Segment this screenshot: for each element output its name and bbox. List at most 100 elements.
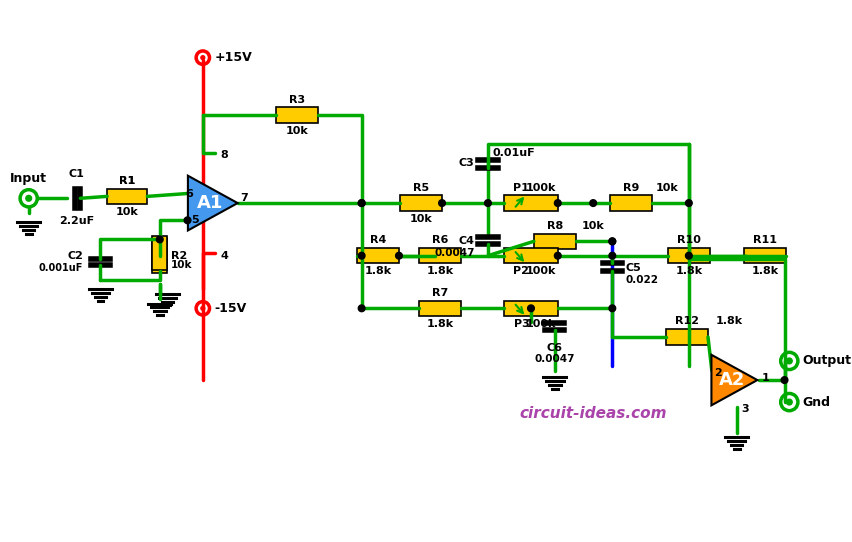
Text: 0.0047: 0.0047	[535, 354, 575, 364]
FancyBboxPatch shape	[419, 248, 461, 263]
Circle shape	[439, 199, 446, 207]
FancyBboxPatch shape	[745, 248, 786, 263]
Polygon shape	[188, 176, 238, 230]
Circle shape	[555, 253, 561, 259]
Circle shape	[609, 238, 616, 244]
FancyBboxPatch shape	[668, 248, 710, 263]
Text: -15V: -15V	[215, 302, 246, 315]
Text: 1.8k: 1.8k	[676, 266, 702, 276]
Text: 1.8k: 1.8k	[365, 266, 391, 276]
Circle shape	[527, 305, 534, 312]
Text: P1: P1	[514, 183, 529, 192]
Text: R8: R8	[547, 221, 563, 231]
FancyBboxPatch shape	[107, 189, 147, 204]
Text: Input: Input	[10, 172, 47, 185]
Circle shape	[184, 217, 191, 224]
Circle shape	[26, 196, 32, 201]
Circle shape	[359, 305, 365, 312]
Text: 100k: 100k	[526, 319, 556, 329]
Text: R4: R4	[370, 235, 386, 245]
Text: A2: A2	[719, 371, 746, 389]
FancyBboxPatch shape	[504, 301, 558, 316]
FancyBboxPatch shape	[666, 330, 708, 345]
Text: 3: 3	[741, 404, 749, 414]
Text: circuit-ideas.com: circuit-ideas.com	[520, 406, 667, 421]
Text: 10k: 10k	[285, 126, 308, 136]
Circle shape	[590, 199, 596, 207]
Circle shape	[395, 253, 402, 259]
Circle shape	[359, 253, 365, 259]
Text: 10k: 10k	[171, 260, 193, 270]
Text: 8: 8	[220, 150, 227, 160]
Circle shape	[609, 253, 616, 259]
Text: 0.022: 0.022	[625, 275, 659, 285]
Circle shape	[686, 253, 692, 259]
Text: 100k: 100k	[526, 183, 556, 192]
Text: R11: R11	[753, 235, 777, 245]
Text: 1.8k: 1.8k	[427, 266, 453, 276]
Polygon shape	[711, 355, 757, 405]
FancyBboxPatch shape	[153, 236, 168, 270]
FancyBboxPatch shape	[610, 196, 653, 211]
Circle shape	[786, 399, 792, 405]
Text: C3: C3	[458, 158, 475, 168]
Circle shape	[359, 199, 365, 207]
Text: R12: R12	[675, 317, 699, 326]
Text: 10k: 10k	[582, 221, 604, 231]
Text: C1: C1	[69, 169, 84, 179]
Circle shape	[609, 305, 616, 312]
Text: Output: Output	[803, 354, 852, 367]
Text: 2.2uF: 2.2uF	[59, 216, 94, 225]
Circle shape	[201, 306, 204, 310]
Text: C4: C4	[458, 236, 475, 247]
Text: C2: C2	[67, 251, 83, 261]
Text: 6: 6	[186, 189, 193, 199]
Circle shape	[201, 56, 204, 60]
Circle shape	[485, 199, 492, 207]
Text: A1: A1	[198, 194, 224, 212]
Text: 100k: 100k	[526, 266, 556, 276]
Text: R3: R3	[289, 94, 305, 105]
Text: 1.8k: 1.8k	[716, 317, 743, 326]
Text: C6: C6	[547, 343, 563, 353]
FancyBboxPatch shape	[419, 301, 461, 316]
Circle shape	[609, 238, 616, 244]
Text: 0.001uF: 0.001uF	[39, 263, 83, 273]
Text: 1.8k: 1.8k	[751, 266, 779, 276]
FancyBboxPatch shape	[400, 196, 442, 211]
FancyBboxPatch shape	[504, 196, 558, 211]
FancyBboxPatch shape	[275, 107, 318, 122]
Text: R1: R1	[119, 176, 135, 186]
Text: R7: R7	[432, 288, 448, 298]
Text: C5: C5	[625, 263, 642, 273]
FancyBboxPatch shape	[504, 248, 558, 263]
Text: 5: 5	[192, 215, 199, 225]
Text: 10k: 10k	[410, 214, 432, 224]
Text: R5: R5	[413, 183, 429, 192]
Text: 2: 2	[714, 367, 722, 378]
Text: Gnd: Gnd	[803, 396, 831, 409]
FancyBboxPatch shape	[357, 248, 399, 263]
Text: 7: 7	[240, 193, 248, 203]
Text: P2: P2	[514, 266, 529, 276]
Text: R2: R2	[171, 251, 187, 261]
Text: 1.8k: 1.8k	[427, 319, 453, 329]
Circle shape	[359, 199, 365, 207]
Text: P3: P3	[514, 319, 529, 329]
Text: 10k: 10k	[116, 207, 139, 217]
Text: R10: R10	[676, 235, 701, 245]
FancyBboxPatch shape	[153, 238, 168, 273]
Circle shape	[786, 358, 792, 364]
Text: R6: R6	[432, 235, 448, 245]
FancyBboxPatch shape	[534, 234, 576, 249]
Text: +15V: +15V	[215, 51, 252, 64]
Text: 10k: 10k	[655, 183, 678, 192]
Circle shape	[555, 199, 561, 207]
Text: 0.01uF: 0.01uF	[492, 149, 535, 158]
Circle shape	[781, 377, 788, 383]
Circle shape	[157, 236, 163, 243]
Circle shape	[686, 199, 692, 207]
Text: R1: R1	[119, 176, 135, 186]
Text: 0.0047: 0.0047	[434, 248, 475, 258]
Text: R9: R9	[624, 183, 640, 192]
